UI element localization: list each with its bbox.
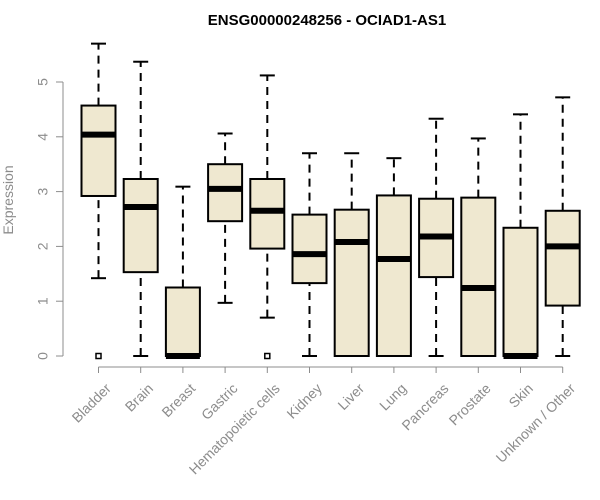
box-pancreas: [418, 117, 455, 357]
y-tick-label: 3: [35, 187, 51, 195]
iqr-box: [207, 163, 244, 223]
x-category-label: Kidney: [283, 380, 325, 422]
y-tick-label: 4: [35, 133, 51, 141]
box-bladder: [80, 42, 117, 360]
x-category-label: Bladder: [69, 380, 115, 426]
box-lung: [375, 157, 412, 357]
y-tick-label: 1: [35, 297, 51, 305]
box-kidney: [291, 152, 328, 357]
y-axis-label: Expression: [0, 165, 16, 234]
x-category-label: Prostate: [446, 380, 494, 428]
iqr-box: [164, 286, 201, 357]
box-skin: [502, 113, 539, 359]
box-gastric: [207, 132, 244, 304]
y-tick-label: 0: [35, 352, 51, 360]
box-liver: [333, 152, 370, 357]
y-axis: 0 1 2 3 4 5: [35, 78, 64, 360]
box-brain: [122, 60, 159, 357]
iqr-box: [291, 213, 328, 285]
outlier-point: [95, 352, 102, 360]
box-hematopoietic-cells: [249, 74, 286, 360]
x-category-label: Brain: [122, 380, 156, 414]
box-unknown-other: [544, 96, 581, 357]
x-category-label: Lung: [376, 380, 409, 413]
iqr-box: [249, 177, 286, 250]
iqr-box: [122, 177, 159, 274]
box-prostate: [460, 137, 497, 357]
y-tick-label: 5: [35, 78, 51, 86]
chart-title: ENSG00000248256 - OCIAD1-AS1: [208, 12, 446, 29]
iqr-box: [333, 208, 370, 357]
iqr-box: [375, 194, 412, 357]
outlier-point: [264, 352, 271, 360]
x-category-label: Liver: [334, 380, 367, 413]
y-tick-label: 2: [35, 242, 51, 250]
x-category-label: Unknown / Other: [493, 380, 579, 466]
x-category-label: Pancreas: [398, 380, 451, 433]
iqr-box: [80, 104, 117, 197]
box-series: [80, 42, 581, 360]
iqr-box: [544, 209, 581, 307]
iqr-box: [502, 226, 539, 357]
x-category-label: Skin: [505, 380, 536, 411]
box-breast: [164, 185, 201, 359]
iqr-box: [460, 196, 497, 357]
x-category-label: Breast: [158, 380, 198, 420]
